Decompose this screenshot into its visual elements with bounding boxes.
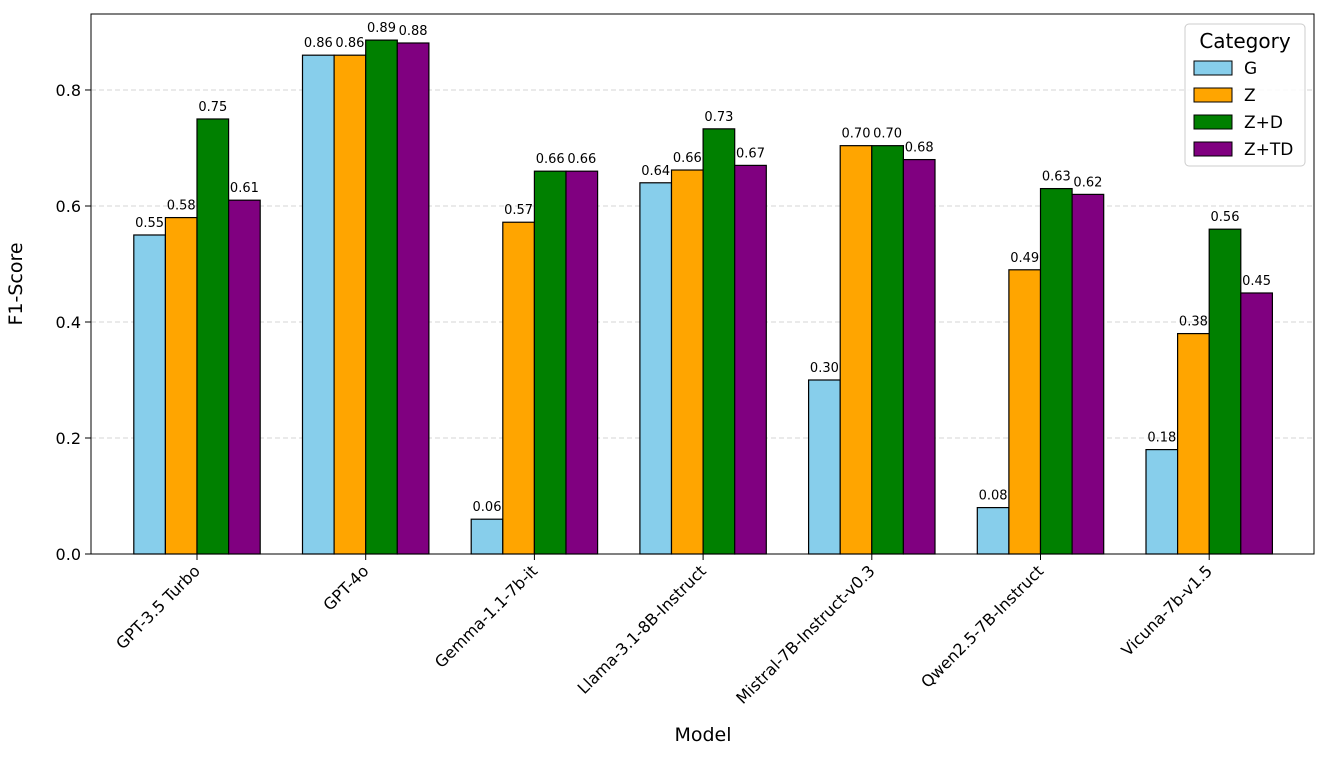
- value-label: 0.66: [567, 152, 596, 167]
- x-tick-label: Gemma-1.1-7b-it: [431, 561, 541, 671]
- x-tick-label: Llama-3.1-8B-Instruct: [574, 561, 710, 697]
- value-label: 0.49: [1010, 251, 1039, 266]
- x-axis-label: Model: [674, 724, 731, 746]
- bar: [871, 145, 904, 555]
- value-label: 0.88: [399, 24, 428, 39]
- bar: [639, 182, 673, 555]
- bar: [365, 39, 398, 555]
- bar: [976, 506, 1010, 555]
- legend-label: Z+D: [1244, 113, 1283, 133]
- bar: [702, 128, 736, 555]
- bar: [839, 145, 873, 555]
- bar: [807, 379, 841, 555]
- value-label: 0.58: [167, 199, 196, 214]
- bar: [1145, 448, 1179, 555]
- bar: [470, 518, 504, 555]
- bar: [1208, 228, 1242, 555]
- bar: [902, 158, 936, 555]
- value-label: 0.45: [1242, 274, 1271, 289]
- value-label: 0.56: [1211, 210, 1240, 225]
- value-label: 0.68: [905, 141, 934, 156]
- value-label: 0.75: [198, 100, 227, 115]
- value-label: 0.55: [135, 216, 164, 231]
- legend-swatch: [1193, 87, 1233, 103]
- legend-swatch: [1193, 114, 1233, 130]
- bar: [1240, 292, 1274, 555]
- bar: [1008, 269, 1042, 555]
- legend-title: Category: [1199, 29, 1291, 53]
- value-label: 0.70: [842, 127, 871, 142]
- x-tick-label: Qwen2.5-7B-Instruct: [917, 561, 1047, 691]
- bar: [670, 169, 704, 555]
- value-label: 0.08: [979, 489, 1008, 504]
- plot-frame: [90, 13, 1315, 555]
- legend-label: Z: [1244, 86, 1256, 106]
- value-label: 0.18: [1147, 431, 1176, 446]
- value-label: 0.38: [1179, 315, 1208, 330]
- x-tick-label: GPT-3.5 Turbo: [112, 561, 204, 653]
- legend-label: G: [1244, 59, 1257, 79]
- legend: Category GZ Z+D Z+TD: [1184, 23, 1306, 167]
- bar: [734, 164, 767, 555]
- y-tick-label: 0.4: [56, 313, 81, 332]
- bar: [228, 199, 261, 555]
- bar: [1176, 332, 1210, 555]
- value-label: 0.86: [335, 36, 364, 51]
- value-label: 0.67: [736, 146, 765, 161]
- bar: [533, 170, 567, 555]
- value-label: 0.86: [304, 36, 333, 51]
- legend-swatch: [1193, 141, 1233, 157]
- x-tick-label: Mistral-7B-Instruct-v0.3: [732, 561, 878, 707]
- x-tick-label: GPT-4o: [319, 561, 372, 614]
- value-label: 0.70: [873, 127, 902, 142]
- legend-label: Z+TD: [1244, 140, 1293, 160]
- y-tick-label: 0.6: [56, 197, 81, 216]
- bar: [301, 54, 335, 555]
- x-tick-label: Vicuna-7b-v1.5: [1118, 561, 1216, 659]
- y-tick-label: 0.2: [56, 429, 81, 448]
- value-label: 0.61: [230, 181, 259, 196]
- value-label: 0.30: [810, 361, 839, 376]
- value-label: 0.66: [536, 152, 565, 167]
- y-axis-label: F1-Score: [5, 242, 27, 325]
- value-label: 0.06: [473, 500, 502, 515]
- bar: [502, 221, 535, 555]
- bar: [196, 118, 230, 555]
- bar: [1039, 187, 1073, 555]
- legend-box: [1184, 23, 1306, 167]
- value-label: 0.73: [704, 110, 733, 125]
- bar: [565, 170, 599, 555]
- y-tick-label: 0.8: [56, 81, 81, 100]
- bar: [164, 216, 198, 555]
- value-label: 0.89: [367, 21, 396, 36]
- value-label: 0.57: [504, 203, 533, 218]
- bar: [133, 234, 167, 555]
- bar: [396, 42, 430, 555]
- bar: [1071, 193, 1105, 555]
- bar: [333, 54, 367, 555]
- legend-swatch: [1193, 60, 1233, 76]
- value-label: 0.66: [673, 151, 702, 166]
- value-label: 0.64: [641, 164, 670, 179]
- y-tick-label: 0.0: [56, 545, 81, 564]
- value-label: 0.63: [1042, 170, 1071, 185]
- value-label: 0.62: [1073, 175, 1102, 190]
